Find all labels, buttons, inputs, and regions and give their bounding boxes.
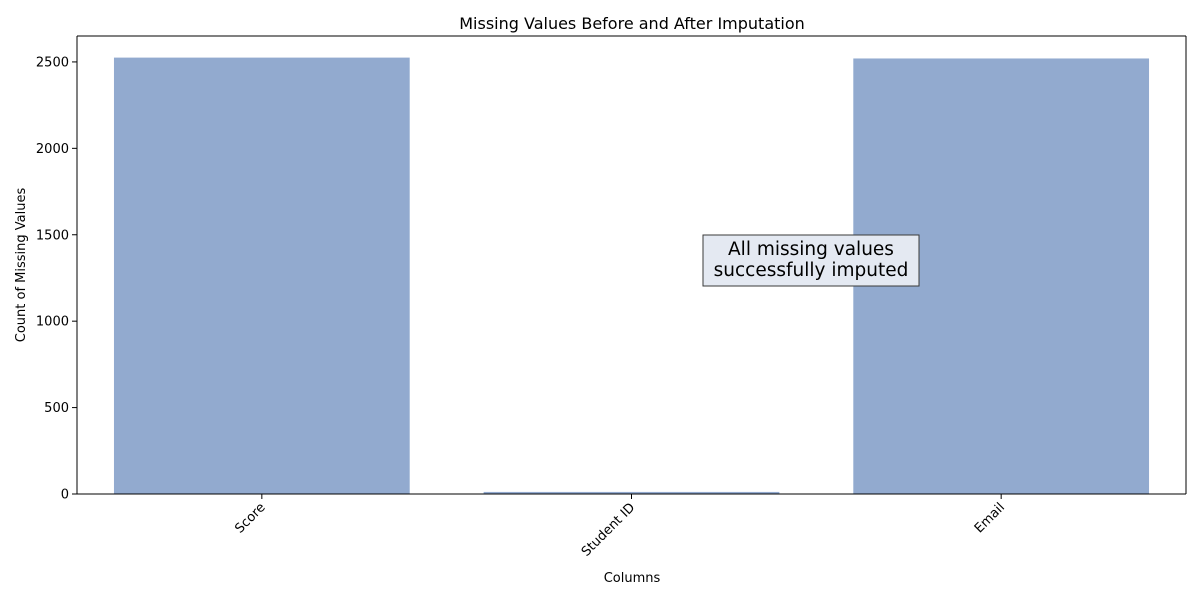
bars-group: [113, 57, 1150, 495]
y-ticks: 0 500 1000 1500 2000 2500: [36, 55, 77, 503]
y-tick-label: 2500: [36, 55, 69, 70]
x-tick-label: Student ID: [579, 500, 639, 560]
chart-title: Missing Values Before and After Imputati…: [459, 14, 805, 33]
x-tick-label: Email: [972, 500, 1008, 536]
x-tick-label: Score: [232, 500, 268, 536]
annotation-line-1: All missing values: [728, 239, 894, 260]
y-axis-label: Count of Missing Values: [14, 188, 29, 343]
y-tick-label: 1000: [36, 315, 69, 330]
x-axis-label: Columns: [604, 571, 661, 586]
y-axis: 0 500 1000 1500 2000 2500: [36, 36, 78, 503]
bar-student-id: [483, 491, 780, 494]
annotation-line-2: successfully imputed: [714, 260, 909, 281]
x-ticks: Score Student ID Email: [232, 494, 1008, 560]
y-tick-label: 0: [61, 488, 69, 503]
bar-score: [113, 57, 410, 495]
y-tick-label: 500: [44, 401, 69, 416]
x-axis: Score Student ID Email: [77, 493, 1186, 560]
annotation-box: All missing values successfully imputed: [702, 234, 920, 287]
annotation-background: [702, 234, 920, 287]
y-tick-label: 2000: [36, 142, 69, 157]
y-tick-label: 1500: [36, 228, 69, 243]
